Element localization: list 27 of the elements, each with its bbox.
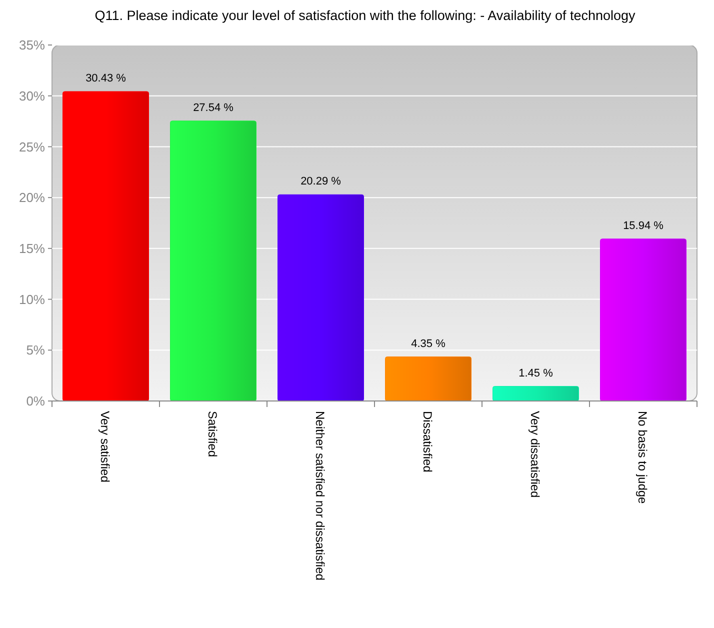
y-tick-label: 20% (18, 190, 46, 206)
chart-title: Q11. Please indicate your level of satisfaction with the following: - Availability of technology (94, 8, 636, 23)
x-tick-label: No basis to judge (635, 411, 650, 504)
data-label: 15.94 % (623, 220, 664, 232)
bar (62, 91, 149, 402)
data-label: 20.29 % (300, 176, 342, 188)
bar (600, 238, 686, 402)
y-tick-label: 0% (26, 394, 46, 409)
bar (278, 194, 364, 402)
y-tick-label: 25% (18, 139, 46, 154)
y-tick-label: 35% (18, 38, 46, 53)
bar (170, 120, 256, 402)
x-tick-label: Neither satisfied nor dissatisfied (312, 411, 327, 580)
y-tick-label: 5% (26, 342, 46, 358)
data-label: 27.54 % (193, 102, 234, 114)
x-tick-label: Very satisfied (98, 411, 112, 482)
y-tick-label: 10% (18, 292, 46, 307)
y-tick-label: 30% (18, 88, 46, 104)
x-tick-label: Satisfied (205, 411, 220, 458)
data-label: 1.45 % (518, 367, 554, 380)
y-tick-label: 15% (18, 240, 46, 256)
data-label: 30.43 % (86, 72, 126, 84)
data-label: 4.35 % (411, 338, 446, 350)
x-tick-label: Very dissatisfied (528, 411, 542, 498)
x-tick-label: Dissatisfied (420, 411, 434, 472)
bar (492, 386, 579, 402)
bar (385, 356, 472, 402)
